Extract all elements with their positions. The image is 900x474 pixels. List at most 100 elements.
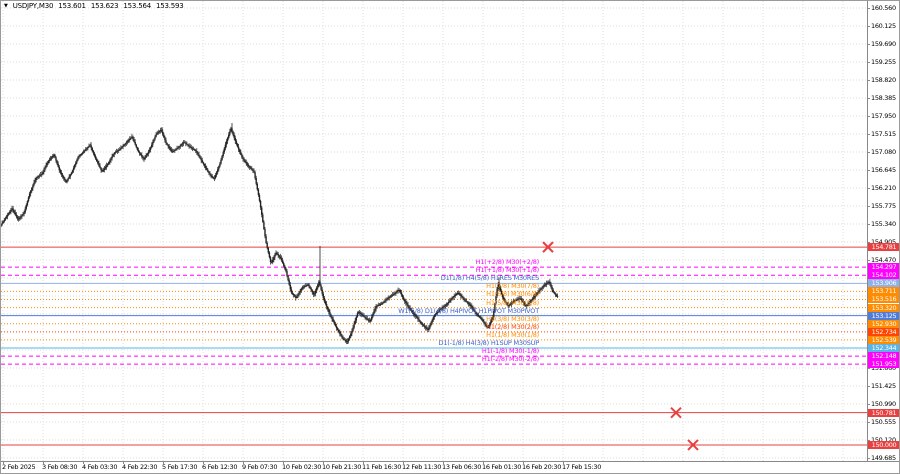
candle-body — [388, 297, 390, 298]
candle-body — [406, 303, 408, 305]
candle-body — [142, 156, 144, 159]
candle-body — [456, 293, 459, 295]
candle-body — [19, 217, 21, 219]
candle-wick — [516, 297, 518, 302]
candle-body — [438, 310, 440, 312]
candle-body — [20, 216, 22, 218]
candle-body — [239, 149, 241, 153]
candle-body — [163, 134, 165, 138]
candle-body — [236, 144, 239, 147]
price-tick-label: 150.990 — [871, 400, 896, 408]
candle-body — [485, 324, 487, 326]
candle-body — [22, 214, 24, 216]
candle-body — [505, 301, 507, 304]
candle-body — [191, 148, 194, 149]
murrey-level-label: D1(-1/8) H4(3/8) H1SUP M30SUP — [438, 338, 540, 347]
candle-body — [367, 319, 370, 321]
candle-body — [127, 140, 130, 142]
candle-body — [507, 304, 509, 307]
candle-body — [156, 133, 158, 135]
time-tick-label: 10 Feb 21:30 — [322, 463, 362, 471]
candle-wick — [280, 253, 281, 260]
candle-body — [168, 146, 170, 149]
candle-body — [320, 285, 322, 290]
candle-body — [92, 150, 95, 154]
candle-body — [419, 320, 421, 322]
candle-body — [44, 167, 46, 170]
x-cross-icon[interactable] — [670, 406, 682, 419]
candle-body — [441, 307, 443, 309]
candle-body — [316, 287, 318, 291]
candle-body — [439, 309, 441, 311]
candle-body — [105, 165, 108, 167]
candle-body — [297, 294, 299, 297]
candle-body — [43, 169, 45, 173]
candle-body — [265, 236, 267, 244]
candle-body — [545, 283, 548, 285]
candle-body — [52, 155, 54, 158]
candle-body — [542, 286, 544, 288]
murrey-axis-price-badge: 154.297 — [868, 263, 899, 272]
candle-body — [498, 284, 500, 288]
candle-body — [166, 143, 168, 145]
candle-body — [460, 294, 462, 296]
candle-body — [270, 262, 273, 263]
candle-wick — [69, 173, 71, 180]
candle-body — [147, 151, 150, 154]
candle-wick — [278, 254, 280, 260]
candle-wick — [120, 145, 122, 151]
candle-wick — [366, 315, 368, 321]
candle-body — [455, 294, 458, 296]
candle-body — [534, 294, 537, 297]
candle-body — [280, 258, 283, 261]
candle-body — [405, 301, 407, 304]
candle-body — [380, 303, 383, 305]
candle-wick — [251, 166, 253, 171]
candle-body — [243, 158, 245, 161]
candle-body — [185, 142, 187, 144]
candle-body — [115, 151, 118, 153]
murrey-level-label: H1(3/8) M30(3/8) — [486, 314, 539, 323]
candle-body — [273, 257, 275, 260]
candle-body — [473, 309, 475, 311]
murrey-level-label: H1(1/8) M30(1/8) — [486, 330, 539, 339]
candle-body — [390, 295, 393, 297]
time-tick-label: 3 Feb 08:30 — [42, 463, 78, 471]
candle-body — [317, 284, 319, 288]
candle-body — [268, 252, 271, 258]
candle-body — [34, 180, 36, 183]
candle-body — [499, 287, 502, 291]
candle-wick — [210, 173, 212, 179]
candle-body — [462, 297, 464, 299]
candle-body — [119, 149, 121, 150]
candle-body — [463, 298, 465, 300]
candle-body — [146, 153, 148, 156]
candle-body — [310, 288, 312, 291]
candle-body — [382, 302, 384, 304]
candle-body — [125, 142, 128, 144]
x-cross-icon[interactable] — [687, 439, 699, 451]
candle-body — [497, 284, 499, 289]
candle-wick — [184, 140, 186, 144]
candle-body — [300, 288, 302, 291]
candle-body — [481, 318, 483, 320]
price-tick-label: 154.470 — [871, 256, 896, 264]
time-tick-label: 17 Feb 15:30 — [562, 463, 602, 471]
candle-body — [357, 312, 360, 314]
murrey-level-label: W1(5/8) D1(4/8) H4PIVOT H1PIVOT M30PIVOT — [398, 306, 539, 315]
candle-body — [352, 327, 354, 332]
candle-body — [176, 148, 178, 150]
candle-body — [483, 321, 485, 323]
candle-body — [509, 304, 511, 306]
candle-body — [501, 294, 504, 298]
candle-wick — [377, 302, 379, 307]
candle-body — [373, 311, 375, 315]
candle-body — [11, 208, 13, 210]
candle-body — [140, 153, 142, 156]
candle-body — [430, 322, 432, 326]
candle-body — [520, 298, 522, 300]
candle-body — [113, 152, 115, 155]
candle-body — [264, 229, 266, 237]
x-cross-icon[interactable] — [542, 241, 554, 253]
